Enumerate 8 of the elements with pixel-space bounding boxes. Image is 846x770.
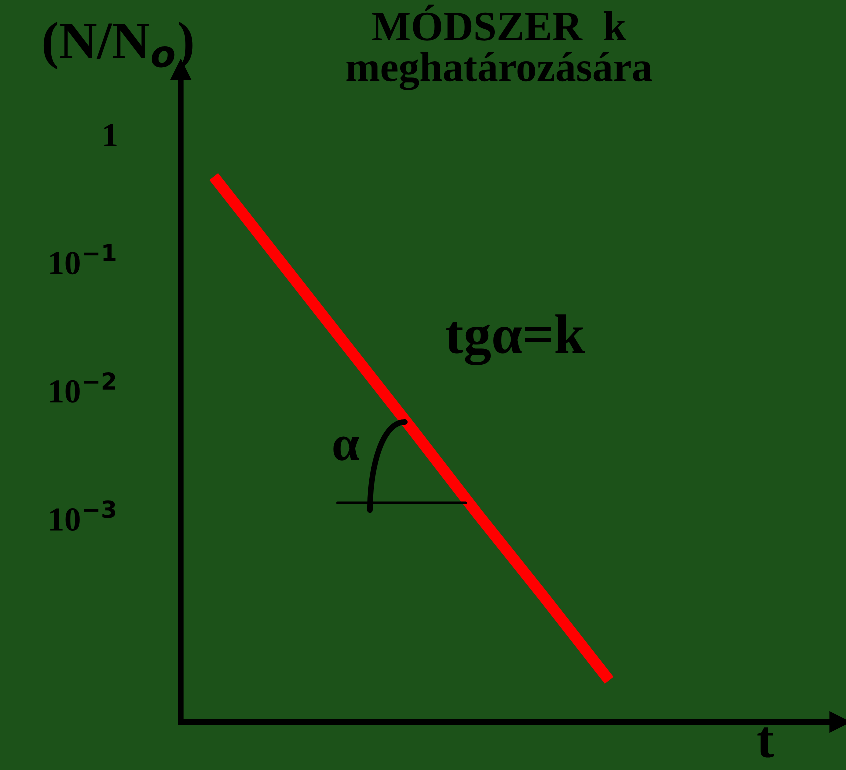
y-tick-label: 10$^{−1}$ [50, 244, 116, 275]
chart-title: MÓDSZER k meghatározására [346, 4, 652, 90]
annotation: α [334, 436, 360, 461]
annotation: tgα=k [446, 314, 586, 366]
x-axis-title: t [758, 728, 774, 758]
y-tick-label: 10$^{−3}$ [50, 500, 116, 532]
y-tick-label: 10$^{−2}$ [50, 372, 116, 403]
y-tick-label: 1 [104, 124, 117, 146]
